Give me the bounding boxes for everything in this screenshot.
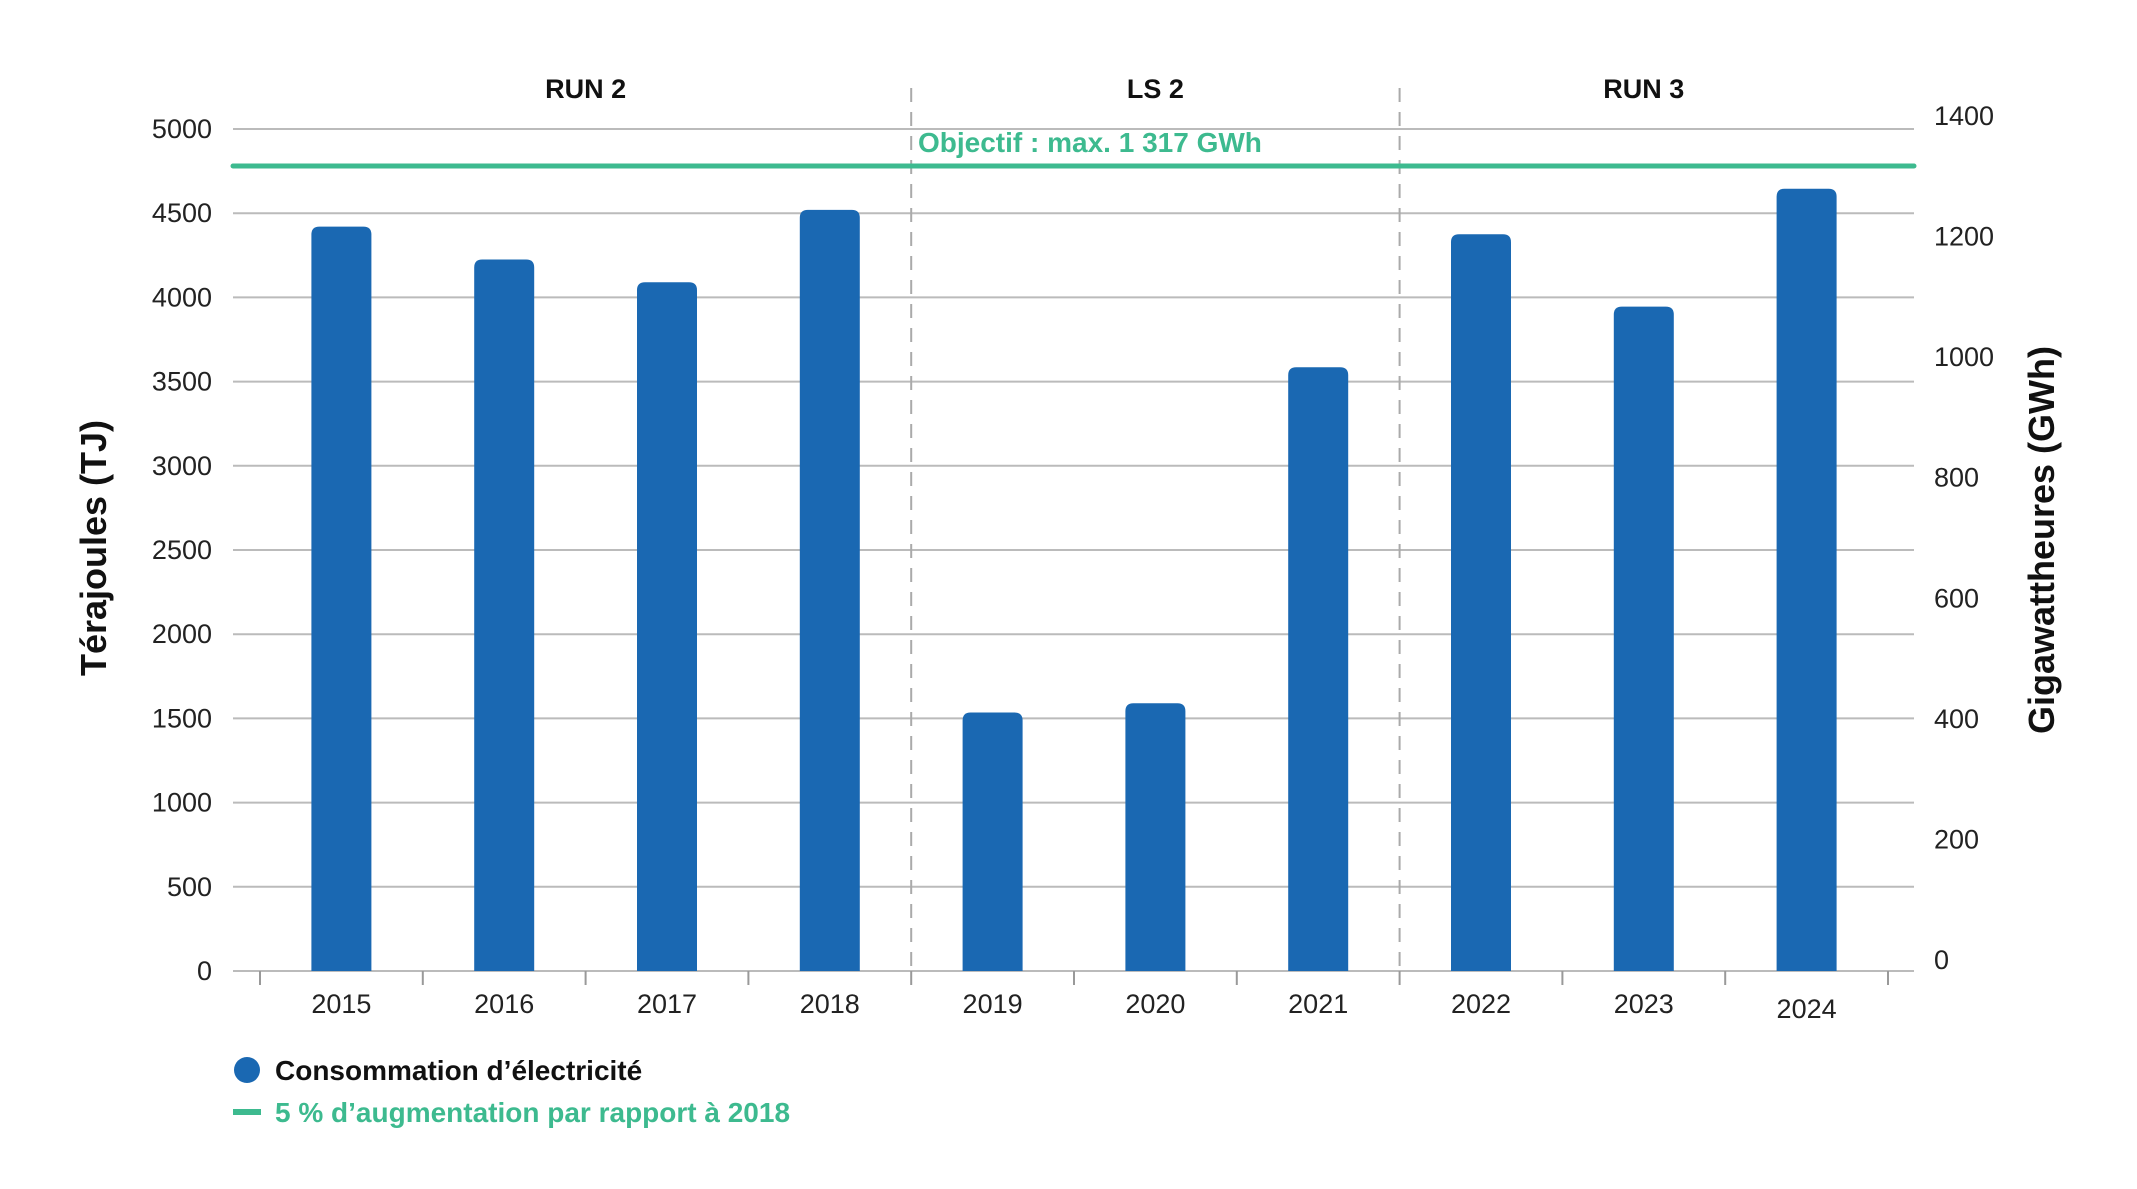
bar-2021 [1288,367,1349,971]
y2-tick-label: 800 [1934,463,1979,493]
period-label: LS 2 [1127,74,1184,104]
legend-label-target: 5 % d’augmentation par rapport à 2018 [275,1097,790,1128]
y-tick-label: 1500 [152,703,212,733]
y2-tick-label: 600 [1934,583,1979,613]
target-line-group: Objectif : max. 1 317 GWh [230,127,1917,169]
bar-2015 [311,226,372,971]
y-tick-label: 0 [197,956,212,986]
x-tick-label: 2019 [963,989,1023,1019]
y2-tick-label: 0 [1934,945,1949,975]
x-tick-label: 2020 [1125,989,1185,1019]
y-tick-label: 1000 [152,788,212,818]
y-tick-label: 3000 [152,451,212,481]
y-tick-label: 4500 [152,198,212,228]
y-tick-label: 5000 [152,114,212,144]
bars [311,188,1837,972]
y-tick-label: 3500 [152,367,212,397]
bar-2024 [1776,188,1837,972]
y-tick-label: 4000 [152,282,212,312]
period-label: RUN 2 [545,74,626,104]
x-tick-label: 2021 [1288,989,1348,1019]
y2-tick-label: 400 [1934,704,1979,734]
x-tick-label: 2016 [474,989,534,1019]
y2-axis-title: Gigawattheures (GWh) [2021,346,2062,734]
legend: Consommation d’électricité 5 % d’augment… [233,1055,790,1128]
y2-tick-label: 1000 [1934,342,1994,372]
x-tick-label: 2017 [637,989,697,1019]
x-axis: 2015 2016 2017 2018 2019 2020 2021 2022 2023 2024 [259,971,1889,1024]
y-tick-label: 500 [167,872,212,902]
x-tick-label: 2024 [1777,994,1837,1024]
y-axis-left: 0 500 1000 1500 2000 2500 3000 3500 4000 4500 5000 [152,114,212,986]
bar-2018 [799,209,860,971]
x-tick-label: 2015 [311,989,371,1019]
y-axis-title: Térajoules (TJ) [73,420,114,676]
y-tick-label: 2000 [152,619,212,649]
bar-2017 [637,282,697,971]
period-labels: RUN 2 LS 2 RUN 3 [545,74,1684,104]
bar-2022 [1451,234,1511,971]
bar-2020 [1125,703,1186,971]
bar-2016 [474,259,535,971]
period-separators [910,88,1401,971]
y2-tick-label: 1400 [1934,101,1994,131]
y2-tick-label: 1200 [1934,222,1994,252]
bar-2023 [1613,306,1674,971]
bar-2019 [962,712,1023,971]
y-axis-right: 0 200 400 600 800 1000 1200 1400 [1934,101,1994,975]
legend-marker-target [233,1109,261,1115]
x-tick-label: 2023 [1614,989,1674,1019]
y2-tick-label: 200 [1934,824,1979,854]
y-tick-label: 2500 [152,535,212,565]
x-tick-label: 2018 [800,989,860,1019]
legend-marker-bar [234,1057,260,1083]
legend-label-bar: Consommation d’électricité [275,1055,642,1086]
x-tick-label: 2022 [1451,989,1511,1019]
target-label: Objectif : max. 1 317 GWh [918,127,1262,158]
period-label: RUN 3 [1603,74,1684,104]
